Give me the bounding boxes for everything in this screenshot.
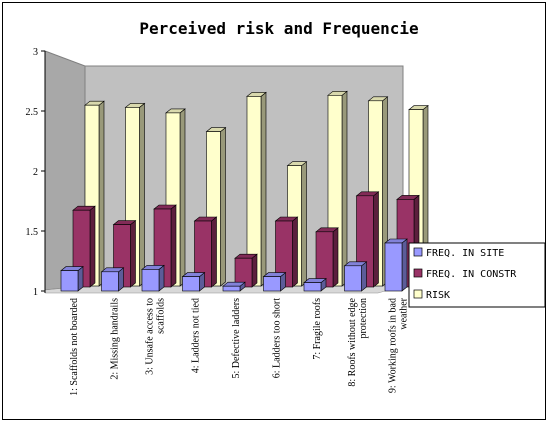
bar-side: [401, 238, 408, 292]
x-tick-label: 5: Defective ladders: [231, 298, 242, 379]
legend-swatch: [413, 289, 423, 299]
x-tick-line: 6: Ladders too short: [272, 298, 283, 378]
legend: FREQ. IN SITE FREQ. IN CONSTR RISK: [408, 242, 546, 308]
bar-side: [301, 161, 307, 287]
bar-side: [292, 216, 298, 288]
x-tick-line: 3: Unsafe access to: [145, 298, 156, 375]
bar-front: [384, 242, 403, 292]
bar-side: [260, 91, 267, 287]
bar-0-3: [181, 271, 206, 292]
chart-frame: Perceived risk and Frequencie 1 1.5 2 2.5 3 …: [2, 2, 546, 420]
legend-box: [408, 242, 546, 308]
bar-0-4: [222, 281, 246, 292]
bar-side: [220, 126, 226, 287]
bar-0-7: [343, 261, 368, 292]
x-tick-line: 4: Ladders not tied: [191, 298, 202, 373]
chart-title: Perceived risk and Frequencie: [139, 19, 418, 38]
bar-2-4: [246, 91, 267, 287]
bar-side: [251, 253, 258, 288]
bar-1-3: [193, 216, 218, 288]
x-tick-label: 4: Ladders not tied: [191, 298, 202, 373]
bars: [60, 90, 429, 292]
bar-0-5: [262, 271, 287, 292]
bar-side: [179, 108, 186, 287]
y-tick-label: 2.5: [26, 107, 39, 118]
x-ticks: 1: Scaffolds not boarded 2: Missing handr…: [69, 297, 410, 396]
x-tick-line: 7: Fragile roofs: [312, 298, 323, 360]
bar-0-6: [303, 277, 327, 292]
bar-side: [361, 261, 367, 292]
y-tick-label: 1: [33, 287, 38, 298]
bar-0-8: [384, 238, 408, 292]
bar-0-1: [100, 267, 125, 292]
bar-1-6: [315, 227, 339, 288]
bar-front: [344, 265, 362, 292]
bar-front: [222, 285, 241, 292]
bar-side: [98, 100, 105, 287]
bar-front: [303, 282, 322, 292]
bar-1-5: [274, 216, 299, 288]
bar-0-0: [60, 265, 84, 292]
x-tick-line: 8: Roofs without edge: [347, 297, 358, 386]
legend-label: FREQ. IN SITE: [426, 248, 504, 259]
bar-side: [211, 216, 217, 288]
bar-0-2: [141, 264, 165, 292]
bar-front: [263, 276, 281, 292]
legend-swatch: [413, 247, 423, 257]
x-tick-label: 6: Ladders too short: [272, 298, 283, 378]
x-tick-label: 8: Roofs without edge protection: [347, 297, 369, 386]
legend-label: FREQ. IN CONSTR: [426, 269, 517, 280]
bar-front: [182, 276, 200, 292]
x-tick-line: 1: Scaffolds not boarded: [69, 298, 80, 396]
chart-svg: Perceived risk and Frequencie 11.522.53 …: [26, 19, 546, 396]
x-tick-line: 9: Working roofs in bad: [388, 298, 399, 393]
legend-label: RISK: [426, 290, 450, 301]
bar-side: [158, 264, 165, 292]
bar-side: [373, 191, 379, 288]
x-tick-label: 1: Scaffolds not boarded: [69, 298, 80, 396]
bar-side: [170, 204, 177, 288]
bar-side: [332, 227, 339, 288]
x-tick-line: weather: [399, 297, 410, 329]
bar-front: [101, 271, 119, 292]
x-tick-label: 9: Working roofs in bad weather: [388, 297, 410, 393]
legend-swatch: [413, 268, 423, 278]
x-tick-label: 3: Unsafe access to scaffolds: [145, 298, 167, 375]
y-ticks: 1 1.5 2 2.5 3: [26, 47, 45, 298]
bar-front: [246, 96, 262, 287]
y-tick-label: 1.5: [26, 227, 39, 238]
x-tick-line: 2: Missing handrails: [110, 298, 121, 380]
x-tick-line: scaffolds: [156, 298, 167, 334]
bar-side: [89, 205, 96, 288]
y-tick-label: 3: [33, 47, 38, 58]
x-tick-line: 5: Defective ladders: [231, 298, 242, 379]
legend-items: FREQ. IN SITE FREQ. IN CONSTR RISK: [413, 247, 517, 301]
bar-front: [60, 270, 79, 292]
bar-front: [141, 269, 160, 292]
x-tick-line: protection: [358, 298, 369, 339]
x-tick-label: 7: Fragile roofs: [312, 298, 323, 360]
bar-side: [130, 219, 136, 288]
bar-side: [341, 90, 348, 287]
x-tick-label: 2: Missing handrails: [110, 298, 121, 380]
bar-1-4: [234, 253, 258, 288]
bar-side: [139, 102, 145, 287]
y-tick-label: 2: [33, 167, 38, 178]
